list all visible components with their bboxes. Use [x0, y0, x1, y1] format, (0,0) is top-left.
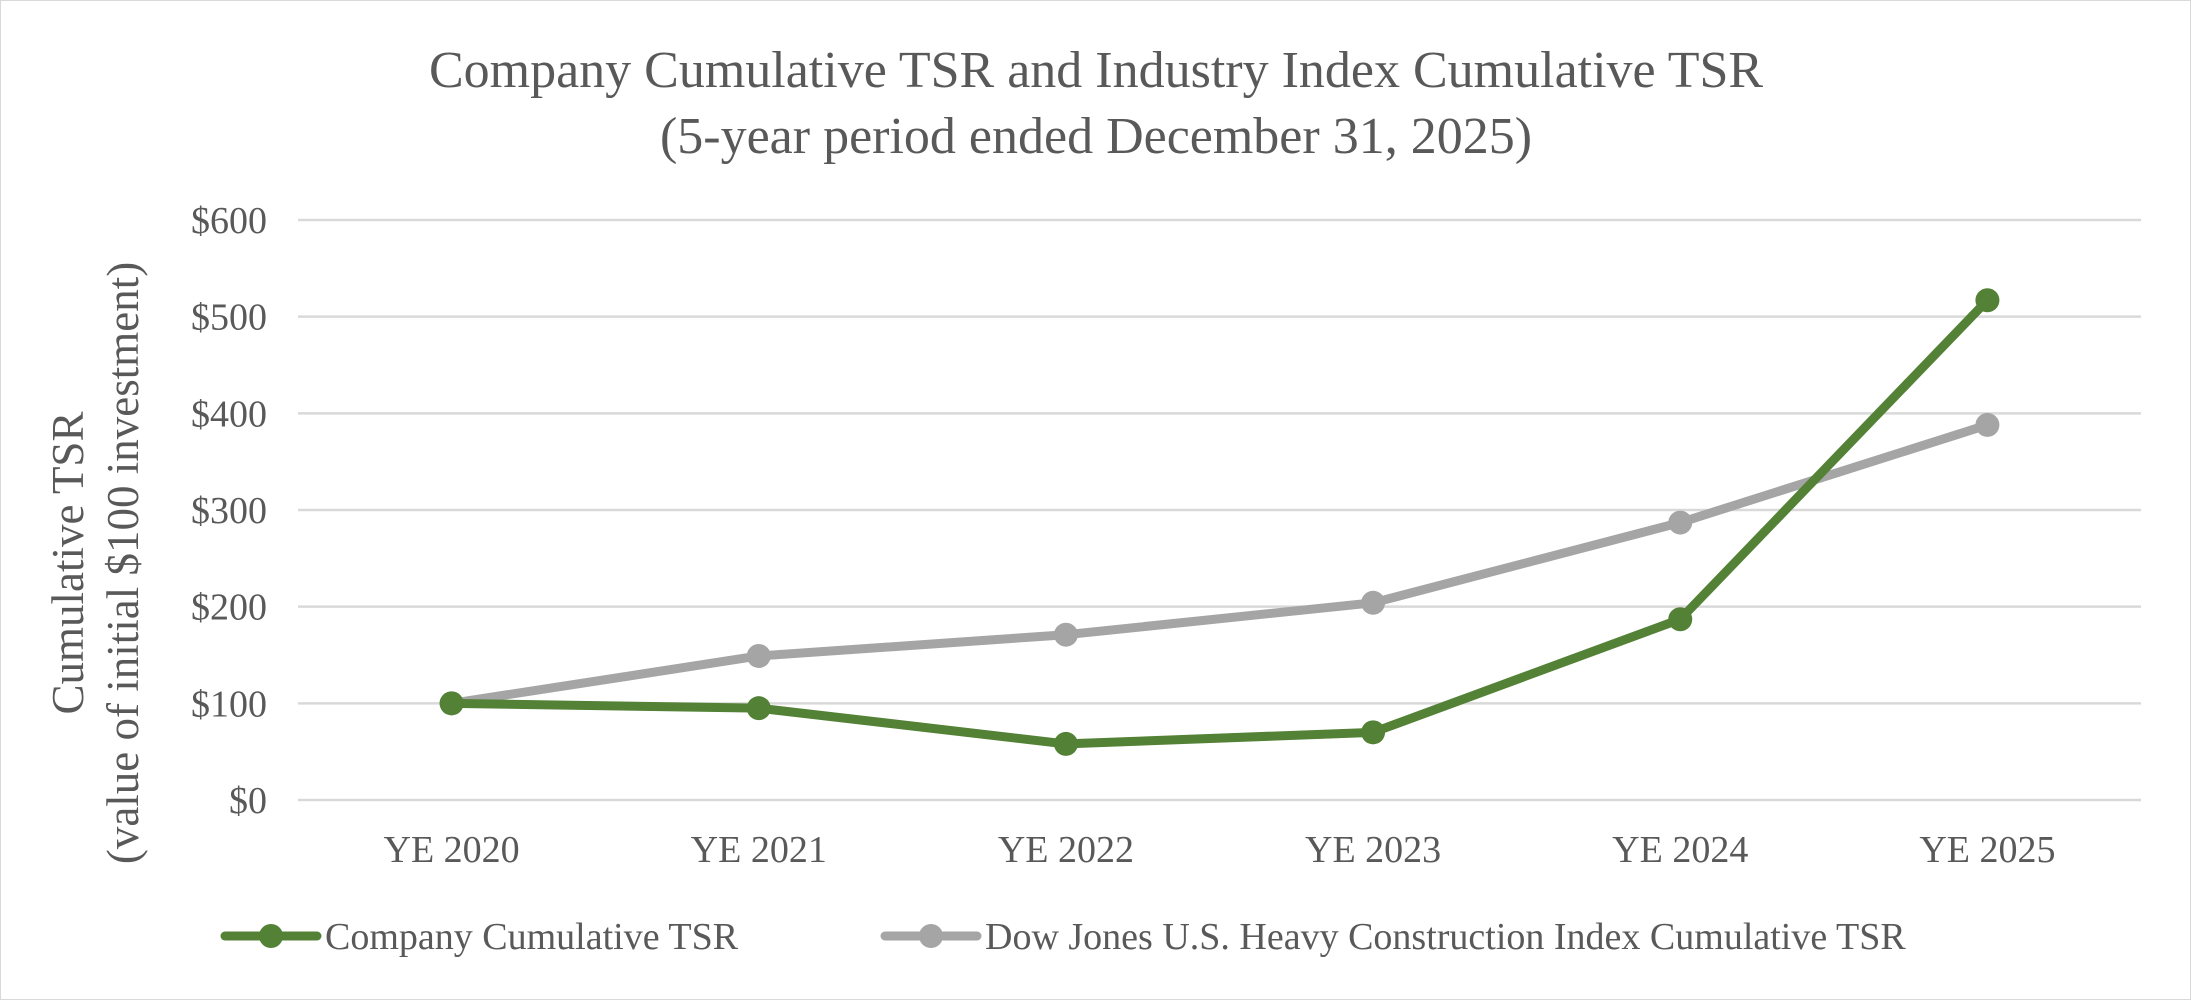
y-tick-label: $300 [191, 490, 267, 532]
legend-swatch-index-marker [919, 924, 943, 948]
x-tick-label: YE 2020 [384, 829, 520, 871]
data-point [1975, 412, 2000, 437]
data-point [1668, 510, 1693, 535]
y-axis-title: Cumulative TSR (value of initial $100 in… [43, 262, 148, 864]
y-tick-label: $500 [191, 297, 267, 339]
y-tick-label: $200 [191, 587, 267, 629]
data-point [1053, 731, 1078, 756]
data-point [1975, 288, 2000, 313]
y-axis-label: Cumulative TSR [43, 412, 93, 715]
x-tick-label: YE 2024 [1612, 829, 1748, 871]
chart-title: Company Cumulative TSR and Industry Inde… [429, 42, 1763, 99]
data-point [746, 643, 771, 668]
y-tick-label: $0 [229, 780, 267, 822]
data-point [1361, 590, 1386, 615]
legend-label-company: Company Cumulative TSR [325, 916, 739, 958]
data-point [1361, 720, 1386, 745]
chart-subtitle: (5-year period ended December 31, 2025) [660, 108, 1532, 165]
x-tick-label: YE 2021 [691, 829, 827, 871]
legend-label-index: Dow Jones U.S. Heavy Construction Index … [985, 916, 1906, 958]
x-tick-label: YE 2022 [998, 829, 1134, 871]
y-axis-sublabel: (value of initial $100 investment) [98, 262, 148, 864]
gridlines [298, 218, 2141, 802]
y-axis-ticks: $0 $100 $200 $300 $400 $500 $600 [191, 200, 267, 822]
series-line [447, 420, 1992, 708]
legend-swatch-company-marker [259, 924, 283, 948]
x-tick-label: YE 2025 [1919, 829, 2055, 871]
y-tick-label: $400 [191, 393, 267, 435]
legend-item-company: Company Cumulative TSR [220, 916, 739, 958]
series-index [439, 412, 2000, 716]
y-tick-label: $100 [191, 683, 267, 725]
y-tick-label: $600 [191, 200, 267, 242]
series-layer [439, 288, 2000, 756]
data-point [746, 696, 771, 721]
data-point [439, 691, 464, 716]
x-tick-label: YE 2023 [1305, 829, 1441, 871]
legend-item-index: Dow Jones U.S. Heavy Construction Index … [880, 916, 1906, 958]
data-point [1668, 607, 1693, 632]
data-point [1053, 622, 1078, 647]
x-axis-ticks: YE 2020 YE 2021 YE 2022 YE 2023 YE 2024 YE 20… [384, 829, 2056, 871]
legend: Company Cumulative TSR Dow Jones U.S. He… [220, 916, 1906, 958]
series-company [439, 288, 2000, 756]
series-line [447, 295, 1992, 749]
